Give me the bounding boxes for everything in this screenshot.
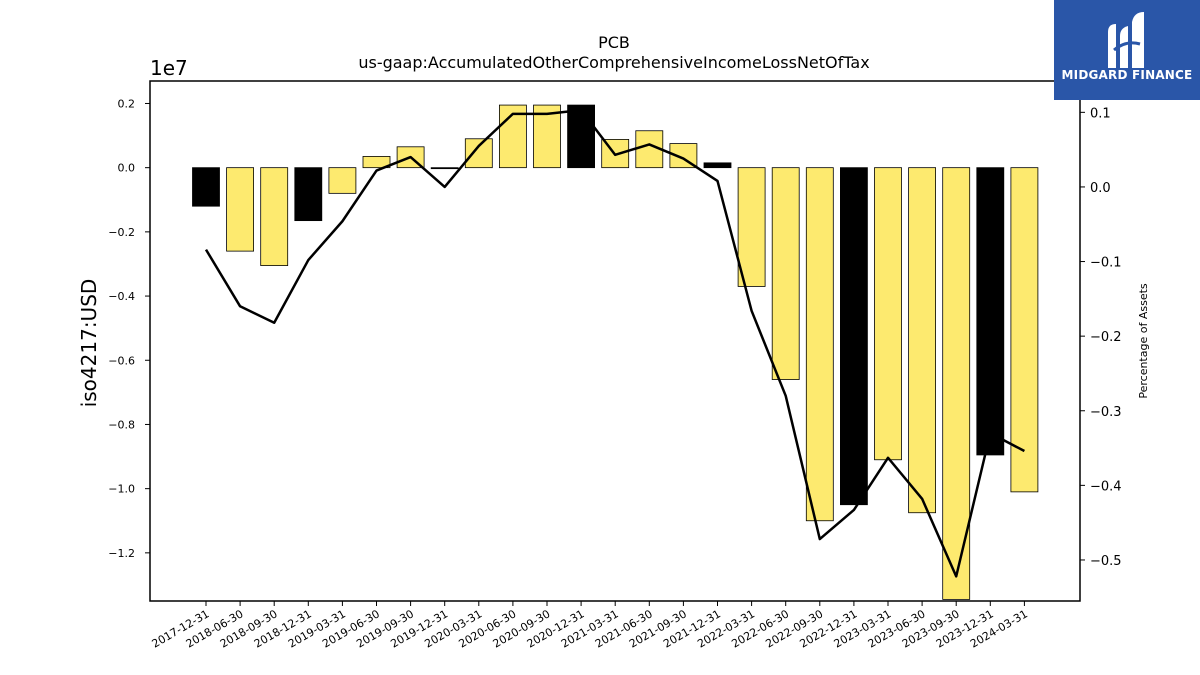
logo-icon	[1108, 12, 1144, 68]
y-tick-label: −0.4	[108, 290, 135, 303]
bar-2023-12-31	[976, 167, 1005, 456]
bar-2017-12-31	[192, 167, 220, 207]
logo-text: MIDGARD FINANCE	[1061, 68, 1193, 82]
bar-2019-12-31	[430, 167, 459, 170]
y2-tick-label: 0.1	[1090, 106, 1111, 121]
y2-tick-label: −0.5	[1090, 554, 1122, 569]
bar-2019-06-30	[362, 156, 391, 169]
line-series	[204, 108, 1025, 578]
y-tick-label: −0.6	[108, 354, 135, 367]
y2-axis: 0.1 0.0 −0.1 −0.2 −0.3 −0.4 −0.5	[1080, 106, 1122, 569]
bar-2023-09-30	[942, 167, 971, 600]
y2-tick-label: 0.0	[1090, 181, 1111, 196]
chart-subtitle: us-gaap:AccumulatedOtherComprehensiveInc…	[358, 53, 869, 72]
bar-2019-03-31	[328, 167, 357, 194]
bar-2018-09-30	[260, 167, 289, 266]
chart-title: PCB	[598, 33, 630, 52]
bar-2018-06-30	[226, 167, 255, 252]
y-tick-label: −0.2	[108, 226, 135, 239]
y2-axis-label: Percentage of Assets	[1137, 283, 1150, 399]
bar-2023-06-30	[908, 167, 936, 514]
percentage-line	[204, 108, 1025, 578]
bar-2022-06-30	[771, 167, 800, 380]
y-tick-label: −1.0	[108, 483, 135, 496]
y-axis-offset: 1e7	[150, 56, 188, 80]
bar-2022-09-30	[805, 167, 834, 522]
y2-tick-label: −0.4	[1090, 479, 1122, 494]
logo: MIDGARD FINANCE	[1054, 0, 1200, 100]
y2-tick-label: −0.2	[1090, 330, 1122, 345]
bar-2022-03-31	[737, 167, 766, 287]
y-tick-label: 0.0	[118, 162, 136, 175]
bar-2020-09-30	[533, 104, 561, 169]
bar-2023-03-31	[874, 167, 902, 461]
bar-2022-12-31	[840, 167, 868, 506]
x-axis: 2017-12-312018-06-302018-09-302018-12-31…	[150, 601, 1030, 651]
y2-tick-label: −0.3	[1090, 405, 1122, 420]
y-axis-label: iso4217:USD	[77, 279, 101, 408]
y-tick-label: 0.2	[118, 97, 136, 110]
y2-tick-label: −0.1	[1090, 256, 1122, 271]
bar-2021-12-31	[703, 162, 732, 169]
bar-series	[192, 104, 1039, 600]
y-axis: 0.2 0.0 −0.2 −0.4 −0.6 −0.8 −1.0 −1.2	[108, 97, 150, 560]
y-tick-label: −1.2	[108, 547, 135, 560]
y-tick-label: −0.8	[108, 418, 135, 431]
bar-2024-03-31	[1010, 167, 1039, 493]
bar-2020-12-31	[567, 104, 595, 169]
bar-2018-12-31	[294, 167, 323, 222]
bar-2020-03-31	[464, 138, 493, 169]
